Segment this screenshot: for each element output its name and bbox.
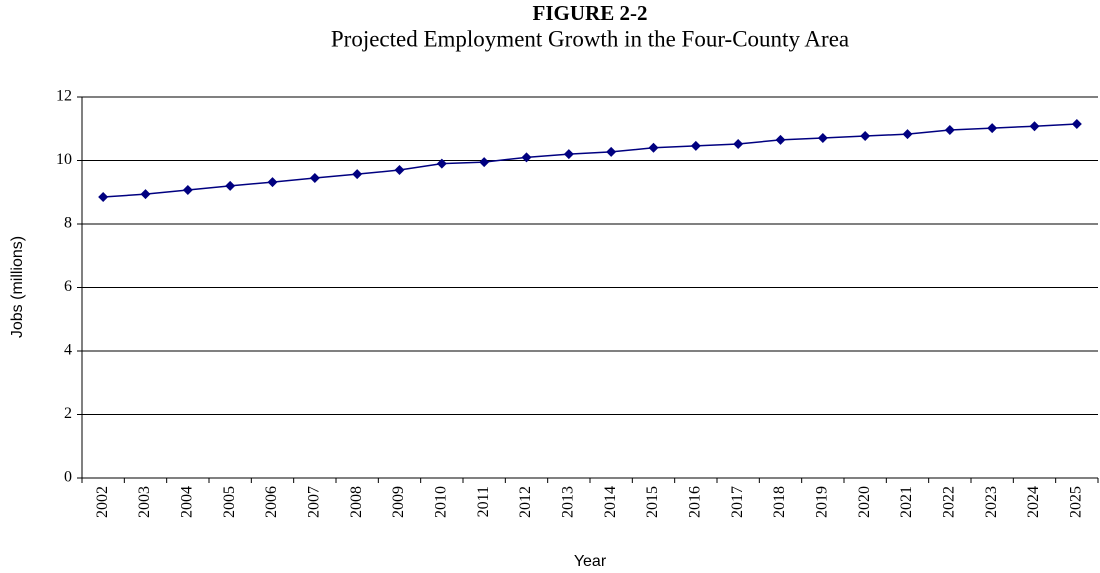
x-tick-label: 2023 (983, 486, 1000, 518)
x-tick-label: 2018 (771, 486, 788, 518)
x-tick-label: 2024 (1025, 486, 1042, 518)
x-tick-label: 2022 (941, 486, 958, 518)
x-tick-label: 2014 (602, 486, 619, 518)
data-marker (902, 129, 913, 140)
data-marker (817, 132, 828, 143)
x-tick-label: 2009 (390, 486, 407, 518)
data-marker (1029, 121, 1040, 132)
y-tick-label: 10 (56, 151, 72, 168)
data-marker (987, 123, 998, 134)
x-tick-label: 2025 (1068, 486, 1085, 518)
x-tick-label: 2017 (729, 486, 746, 518)
data-marker (775, 134, 786, 145)
data-marker (267, 177, 278, 188)
data-marker (140, 189, 151, 200)
y-tick-label: 4 (64, 342, 72, 359)
y-axis-label: Jobs (millions) (9, 236, 26, 338)
x-tick-label: 2016 (687, 486, 704, 518)
x-tick-label: 2002 (94, 486, 111, 518)
data-line (103, 123, 1077, 198)
y-tick-label: 2 (64, 405, 72, 422)
data-marker (479, 157, 490, 168)
data-marker (1071, 118, 1082, 129)
data-marker (394, 165, 405, 176)
x-tick-label: 2013 (560, 486, 577, 518)
x-tick-label: 2007 (306, 486, 323, 518)
x-tick-label: 2019 (814, 486, 831, 518)
x-tick-label: 2012 (517, 486, 534, 518)
data-marker (521, 152, 532, 163)
chart-title: FIGURE 2-2 (533, 1, 648, 25)
y-tick-label: 12 (56, 88, 72, 105)
x-tick-label: 2011 (475, 486, 492, 517)
data-marker (182, 185, 193, 196)
data-marker (98, 192, 109, 203)
chart-subtitle: Projected Employment Growth in the Four-… (331, 26, 849, 51)
y-tick-label: 8 (64, 215, 72, 232)
data-marker (352, 169, 363, 180)
y-tick-label: 0 (64, 469, 72, 486)
x-tick-label: 2008 (348, 486, 365, 518)
x-tick-label: 2003 (136, 486, 153, 518)
x-tick-label: 2006 (263, 486, 280, 518)
x-tick-label: 2010 (433, 486, 450, 518)
data-marker (563, 149, 574, 160)
data-marker (309, 172, 320, 183)
data-marker (733, 138, 744, 149)
x-tick-label: 2005 (221, 486, 238, 518)
data-marker (690, 140, 701, 151)
x-axis-label: Year (574, 553, 607, 570)
data-marker (944, 125, 955, 136)
x-tick-label: 2015 (644, 486, 661, 518)
x-tick-label: 2004 (179, 486, 196, 518)
x-tick-label: 2020 (856, 486, 873, 518)
data-marker (606, 146, 617, 157)
x-tick-label: 2021 (898, 486, 915, 518)
data-marker (860, 131, 871, 142)
data-marker (225, 180, 236, 191)
y-tick-label: 6 (64, 278, 72, 295)
data-marker (436, 158, 447, 169)
data-marker (648, 142, 659, 153)
